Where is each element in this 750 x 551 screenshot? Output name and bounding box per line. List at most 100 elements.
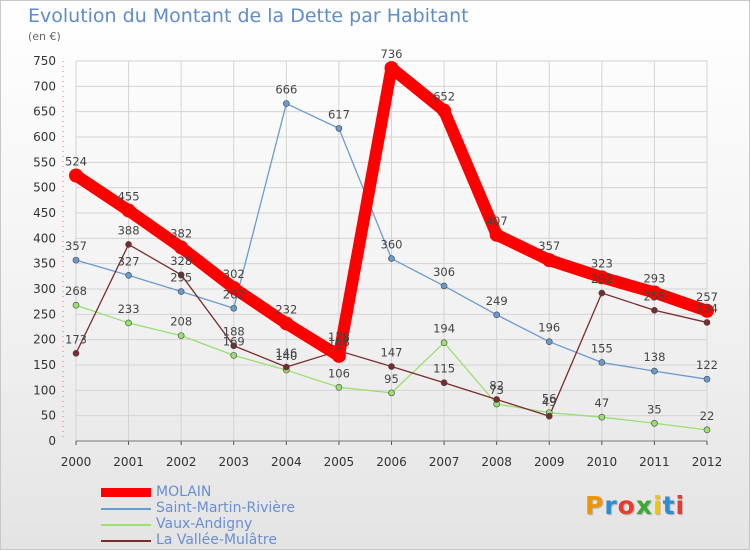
data-label: 140 — [275, 349, 297, 363]
logo-letter: o — [617, 491, 636, 520]
data-point — [651, 367, 658, 375]
data-label: 173 — [65, 332, 87, 346]
data-point — [489, 227, 504, 242]
logo-letter: x — [635, 491, 653, 520]
data-labels: 357 327 295 262 666 617 360 306 249 196 155 138 122 2… — [65, 47, 718, 423]
data-label: 95 — [384, 372, 399, 386]
data-point — [388, 389, 395, 397]
data-point — [69, 168, 83, 183]
data-label: 115 — [433, 362, 455, 376]
logo-letter: P — [585, 491, 605, 520]
data-label: 357 — [538, 239, 560, 253]
data-point — [125, 241, 132, 248]
x-tick-label: 2002 — [166, 455, 197, 469]
logo-letter: i — [653, 491, 663, 520]
data-point — [72, 350, 80, 357]
data-point — [177, 332, 185, 339]
data-label: 257 — [696, 290, 718, 304]
data-point — [335, 125, 343, 132]
data-label: 323 — [591, 256, 613, 270]
data-label: 22 — [700, 409, 715, 423]
data-label: 82 — [489, 378, 504, 392]
data-point — [647, 285, 662, 300]
y-tick-label: 150 — [33, 358, 56, 372]
data-point — [703, 319, 711, 326]
data-point — [493, 396, 500, 403]
data-label: 47 — [595, 396, 610, 410]
data-point — [384, 61, 399, 76]
legend-swatch — [101, 488, 151, 497]
y-tick-label: 550 — [33, 155, 56, 169]
y-tick-label: 100 — [33, 383, 56, 397]
y-tick-label: 750 — [33, 54, 56, 68]
legend-swatch — [101, 540, 151, 542]
data-point — [703, 375, 711, 383]
data-label: 258 — [643, 289, 665, 303]
data-point — [598, 289, 606, 297]
data-point — [125, 319, 132, 327]
data-point — [651, 419, 658, 427]
x-tick-label: 2008 — [481, 455, 512, 469]
data-label: 73 — [489, 383, 504, 397]
legend-label: MOLAIN — [156, 484, 212, 500]
data-label: 455 — [118, 189, 140, 203]
data-point — [72, 301, 80, 309]
data-label: 736 — [381, 47, 403, 61]
data-point — [121, 203, 136, 218]
data-point — [125, 272, 132, 279]
data-label: 302 — [223, 267, 245, 281]
data-point — [598, 413, 606, 421]
logo-letter: i — [675, 491, 686, 520]
data-label: 360 — [381, 238, 403, 252]
data-point — [230, 352, 238, 359]
proxiti-logo: Proxiti — [585, 491, 685, 520]
y-tick-label: 650 — [33, 105, 56, 119]
legend-label: Saint-Martin-Rivière — [156, 500, 295, 516]
data-label: 407 — [486, 214, 508, 228]
chart-title: Evolution du Montant de la Dette par Hab… — [28, 5, 469, 27]
data-label: 249 — [486, 294, 508, 308]
data-label: 232 — [275, 302, 297, 316]
data-label: 56 — [542, 392, 557, 406]
y-tick-label: 350 — [33, 257, 56, 271]
x-tick-label: 2009 — [534, 455, 565, 469]
data-label: 147 — [381, 346, 403, 360]
y-tick-label: 400 — [33, 231, 56, 245]
data-point — [388, 363, 395, 370]
data-point — [598, 359, 606, 366]
data-point — [700, 303, 714, 318]
data-point — [493, 311, 500, 319]
x-tick-label: 2011 — [639, 455, 670, 469]
y-tick-label: 200 — [33, 333, 56, 347]
legend-swatch — [101, 524, 151, 526]
logo-letter: t — [662, 491, 676, 520]
grid — [75, 60, 708, 442]
data-label: 169 — [223, 334, 245, 348]
data-point — [545, 412, 553, 420]
data-label: 293 — [643, 272, 665, 286]
legend-swatch — [101, 508, 151, 510]
data-label: 188 — [223, 325, 245, 339]
x-tick-label: 2004 — [271, 455, 302, 469]
x-tick-label: 2000 — [61, 455, 92, 469]
data-label: 234 — [696, 301, 718, 315]
data-label: 327 — [118, 254, 140, 268]
data-label: 382 — [170, 226, 192, 240]
legend-label: Vaux-Andigny — [156, 516, 253, 532]
data-point — [283, 100, 290, 107]
data-label: 617 — [328, 107, 350, 121]
data-label: 666 — [275, 83, 297, 97]
data-point — [230, 342, 238, 350]
data-point — [230, 304, 238, 312]
y-tick-label: 0 — [48, 434, 56, 448]
y-tick-label: 700 — [33, 79, 56, 93]
x-tick-label: 2005 — [324, 455, 355, 469]
data-label: 106 — [328, 366, 350, 380]
x-tick-label: 2006 — [376, 455, 407, 469]
y-tick-label: 600 — [33, 130, 56, 144]
y-tick-label: 50 — [41, 409, 56, 423]
data-label: 357 — [65, 239, 87, 253]
data-label: 146 — [275, 346, 297, 360]
data-point — [177, 271, 185, 279]
